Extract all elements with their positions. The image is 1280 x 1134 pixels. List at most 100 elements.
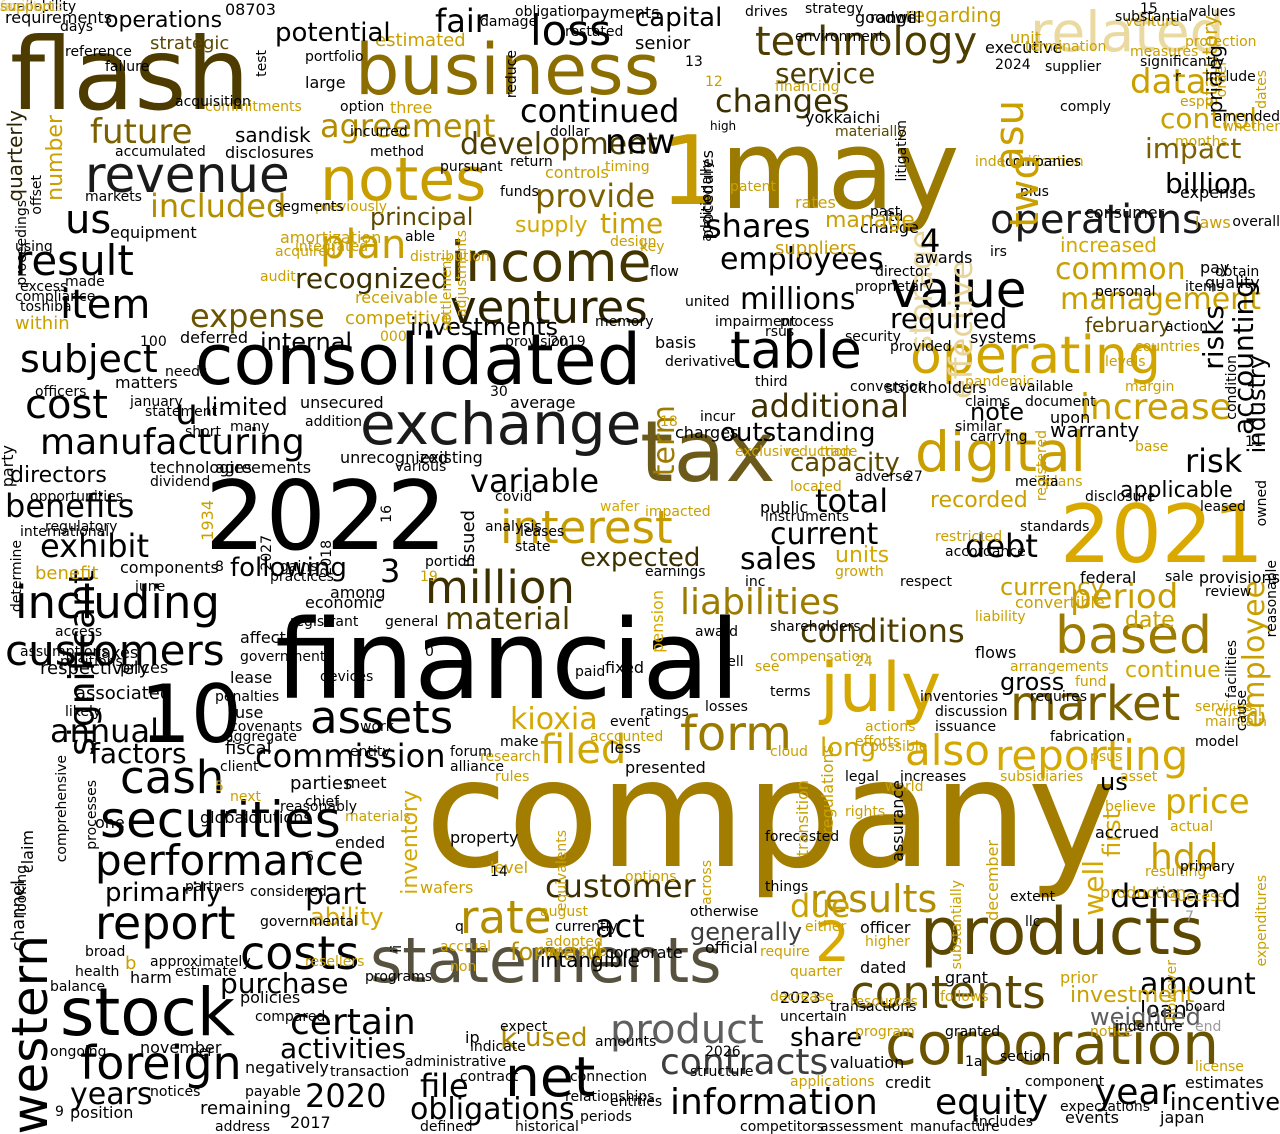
word-transition: transition	[793, 780, 812, 857]
word-benefits: benefits	[5, 487, 135, 525]
word-basis: basis	[655, 333, 697, 352]
word-portfolio: portfolio	[305, 49, 364, 65]
word-use: use	[235, 703, 264, 722]
word-new: new	[605, 122, 676, 162]
word-amortization: amortization	[280, 228, 382, 247]
word-assurance: assurance	[888, 780, 907, 862]
word-capital: capital	[635, 3, 723, 33]
word-due: due	[790, 887, 851, 925]
word-however: however	[1164, 960, 1180, 1021]
word-service: service	[775, 57, 876, 90]
word-7: 7	[1185, 909, 1194, 925]
word-14: 14	[490, 864, 508, 880]
word-exclusive: exclusive	[735, 444, 800, 460]
word-results: results	[810, 877, 938, 921]
word-award: award	[695, 624, 739, 640]
word-continued: continued	[520, 92, 680, 130]
word-products: products	[920, 895, 1204, 970]
word-required: required	[890, 302, 1008, 335]
word-state: state	[515, 539, 551, 555]
word-accumulated: accumulated	[115, 144, 206, 160]
word-5: 5	[215, 779, 224, 795]
word-development: development	[460, 127, 658, 162]
word-provided: provided	[890, 339, 952, 355]
word-securities: securities	[100, 791, 341, 849]
word-irs: irs	[990, 244, 1007, 260]
word-6: 6	[305, 849, 314, 865]
word-availability: availability	[0, 0, 77, 15]
word-alliance: alliance	[450, 759, 505, 775]
word-defined: defined	[420, 1119, 473, 1134]
word-risk: risk	[1185, 442, 1243, 480]
word-gains: gains	[280, 559, 318, 575]
word-determine: determine	[9, 540, 25, 613]
word-within: within	[15, 313, 70, 334]
word-addition: addition	[305, 414, 363, 430]
word-1a: 1a	[965, 1054, 983, 1070]
word-lease: lease	[230, 668, 273, 687]
word-party: party	[0, 445, 17, 488]
word-per: per	[190, 1044, 214, 1060]
word-incentive: incentive	[1169, 1088, 1280, 1116]
word-leased: leased	[1200, 499, 1246, 515]
word-january: january	[130, 394, 183, 410]
word-sandisk: sandisk	[235, 123, 311, 147]
word-long: long	[820, 733, 877, 763]
word-drives: drives	[745, 4, 788, 20]
word-statements: statements	[370, 924, 722, 997]
word-digital: digital	[915, 420, 1086, 484]
word-current: current	[770, 517, 879, 552]
word-flash: flash	[10, 16, 250, 133]
word-impairment: impairment	[715, 314, 797, 330]
word-needs: needs	[165, 364, 208, 380]
word-derivative: derivative	[665, 354, 736, 370]
word-officers: officers	[35, 384, 87, 400]
word-administrative: administrative	[405, 1054, 507, 1070]
word-12: 12	[705, 74, 723, 90]
word-llc: llc	[1025, 914, 1041, 930]
word-test: test	[254, 50, 270, 77]
word-year: year	[1095, 1072, 1176, 1113]
word-three: three	[390, 98, 433, 117]
word-november: november	[140, 1038, 222, 1057]
word-30: 30	[490, 384, 508, 400]
word-require: require	[760, 944, 810, 960]
word-adjustments: adjustments	[454, 230, 470, 317]
word-quarterly: quarterly	[3, 110, 27, 202]
word-kioxia: kioxia	[510, 702, 598, 737]
word-failure: failure	[105, 59, 150, 75]
word-asu: asu	[987, 100, 1033, 171]
word-indemnification: indemnification	[975, 154, 1084, 170]
word-estimated: estimated	[375, 30, 466, 51]
word-contract: contract	[460, 1069, 519, 1085]
word-substantial: substantial	[1115, 9, 1193, 25]
word-government: government	[240, 649, 326, 665]
word-principal: principal	[370, 203, 474, 231]
word-stock: stock	[60, 974, 236, 1051]
word-charges: charges	[675, 423, 739, 442]
word-pay: pay	[1200, 258, 1230, 277]
word-competitors: competitors	[740, 1119, 824, 1134]
word-also: also	[905, 726, 990, 775]
word-estimates: estimates	[1185, 1073, 1264, 1092]
word-services: services	[1195, 699, 1253, 715]
word-end: end	[1195, 1019, 1222, 1035]
word-operations: operations	[990, 197, 1203, 243]
word-proprietary: proprietary	[855, 279, 934, 295]
word-warranty: warranty	[1050, 418, 1140, 442]
word-benefit: benefit	[35, 563, 99, 584]
word-remaining: remaining	[200, 1098, 291, 1119]
word-months: months	[1175, 134, 1228, 150]
word-date: date	[1125, 608, 1175, 633]
word-million: million	[425, 561, 575, 614]
word-note: note	[970, 398, 1025, 426]
word-000: 000	[380, 329, 407, 345]
word-manufacturing: manufacturing	[40, 422, 305, 463]
word-quality: quality	[1205, 273, 1260, 292]
word-instruments: instruments	[765, 509, 850, 525]
word-average: average	[510, 393, 576, 412]
word-ii: ii	[389, 945, 405, 953]
word-hdd: hdd	[1150, 837, 1219, 878]
word-work: work	[360, 719, 394, 735]
word-time: time	[600, 207, 664, 240]
